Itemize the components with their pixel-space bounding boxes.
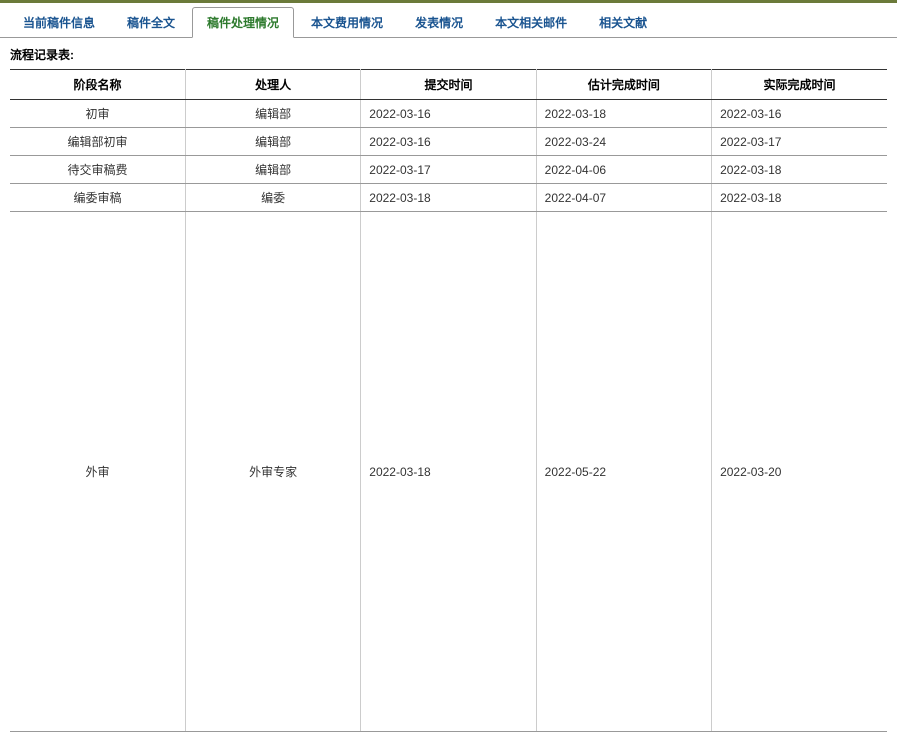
cell-estimated: 2022-03-18 [536, 100, 711, 128]
cell-handler: 编辑部 [185, 156, 360, 184]
tab-related-refs[interactable]: 相关文献 [584, 7, 662, 38]
tab-publish-status[interactable]: 发表情况 [400, 7, 478, 38]
tabs-container: 当前稿件信息 稿件全文 稿件处理情况 本文费用情况 发表情况 本文相关邮件 相关… [0, 3, 897, 38]
cell-estimated: 2022-05-22 [536, 212, 711, 732]
cell-handler: 编辑部 [185, 100, 360, 128]
col-submit-header: 提交时间 [361, 70, 536, 100]
cell-submit: 2022-03-16 [361, 100, 536, 128]
tab-fulltext[interactable]: 稿件全文 [112, 7, 190, 38]
tab-process-status[interactable]: 稿件处理情况 [192, 7, 294, 38]
cell-actual: 2022-03-16 [712, 100, 887, 128]
cell-stage: 待交审稿费 [10, 156, 185, 184]
tab-current-info[interactable]: 当前稿件信息 [8, 7, 110, 38]
cell-estimated: 2022-04-07 [536, 184, 711, 212]
table-body: 初审 编辑部 2022-03-16 2022-03-18 2022-03-16 … [10, 100, 887, 732]
content-area: 流程记录表: 阶段名称 处理人 提交时间 估计完成时间 实际完成时间 初审 编辑… [0, 38, 897, 740]
cell-actual: 2022-03-17 [712, 128, 887, 156]
tab-related-mail[interactable]: 本文相关邮件 [480, 7, 582, 38]
cell-estimated: 2022-03-24 [536, 128, 711, 156]
cell-handler: 编辑部 [185, 128, 360, 156]
table-row: 编委审稿 编委 2022-03-18 2022-04-07 2022-03-18 [10, 184, 887, 212]
table-row: 待交审稿费 编辑部 2022-03-17 2022-04-06 2022-03-… [10, 156, 887, 184]
table-row: 初审 编辑部 2022-03-16 2022-03-18 2022-03-16 [10, 100, 887, 128]
col-stage-header: 阶段名称 [10, 70, 185, 100]
cell-submit: 2022-03-18 [361, 184, 536, 212]
cell-handler: 编委 [185, 184, 360, 212]
cell-submit: 2022-03-17 [361, 156, 536, 184]
cell-actual: 2022-03-20 [712, 212, 887, 732]
cell-stage: 初审 [10, 100, 185, 128]
table-row: 编辑部初审 编辑部 2022-03-16 2022-03-24 2022-03-… [10, 128, 887, 156]
process-table: 阶段名称 处理人 提交时间 估计完成时间 实际完成时间 初审 编辑部 2022-… [10, 69, 887, 732]
cell-estimated: 2022-04-06 [536, 156, 711, 184]
table-row: 外审 外审专家 2022-03-18 2022-05-22 2022-03-20 [10, 212, 887, 732]
cell-actual: 2022-03-18 [712, 184, 887, 212]
cell-stage: 编委审稿 [10, 184, 185, 212]
cell-stage: 外审 [10, 212, 185, 732]
tab-fee-status[interactable]: 本文费用情况 [296, 7, 398, 38]
col-handler-header: 处理人 [185, 70, 360, 100]
cell-handler: 外审专家 [185, 212, 360, 732]
table-title: 流程记录表: [10, 46, 887, 63]
table-header-row: 阶段名称 处理人 提交时间 估计完成时间 实际完成时间 [10, 70, 887, 100]
cell-submit: 2022-03-16 [361, 128, 536, 156]
col-estimated-header: 估计完成时间 [536, 70, 711, 100]
cell-submit: 2022-03-18 [361, 212, 536, 732]
cell-stage: 编辑部初审 [10, 128, 185, 156]
col-actual-header: 实际完成时间 [712, 70, 887, 100]
cell-actual: 2022-03-18 [712, 156, 887, 184]
